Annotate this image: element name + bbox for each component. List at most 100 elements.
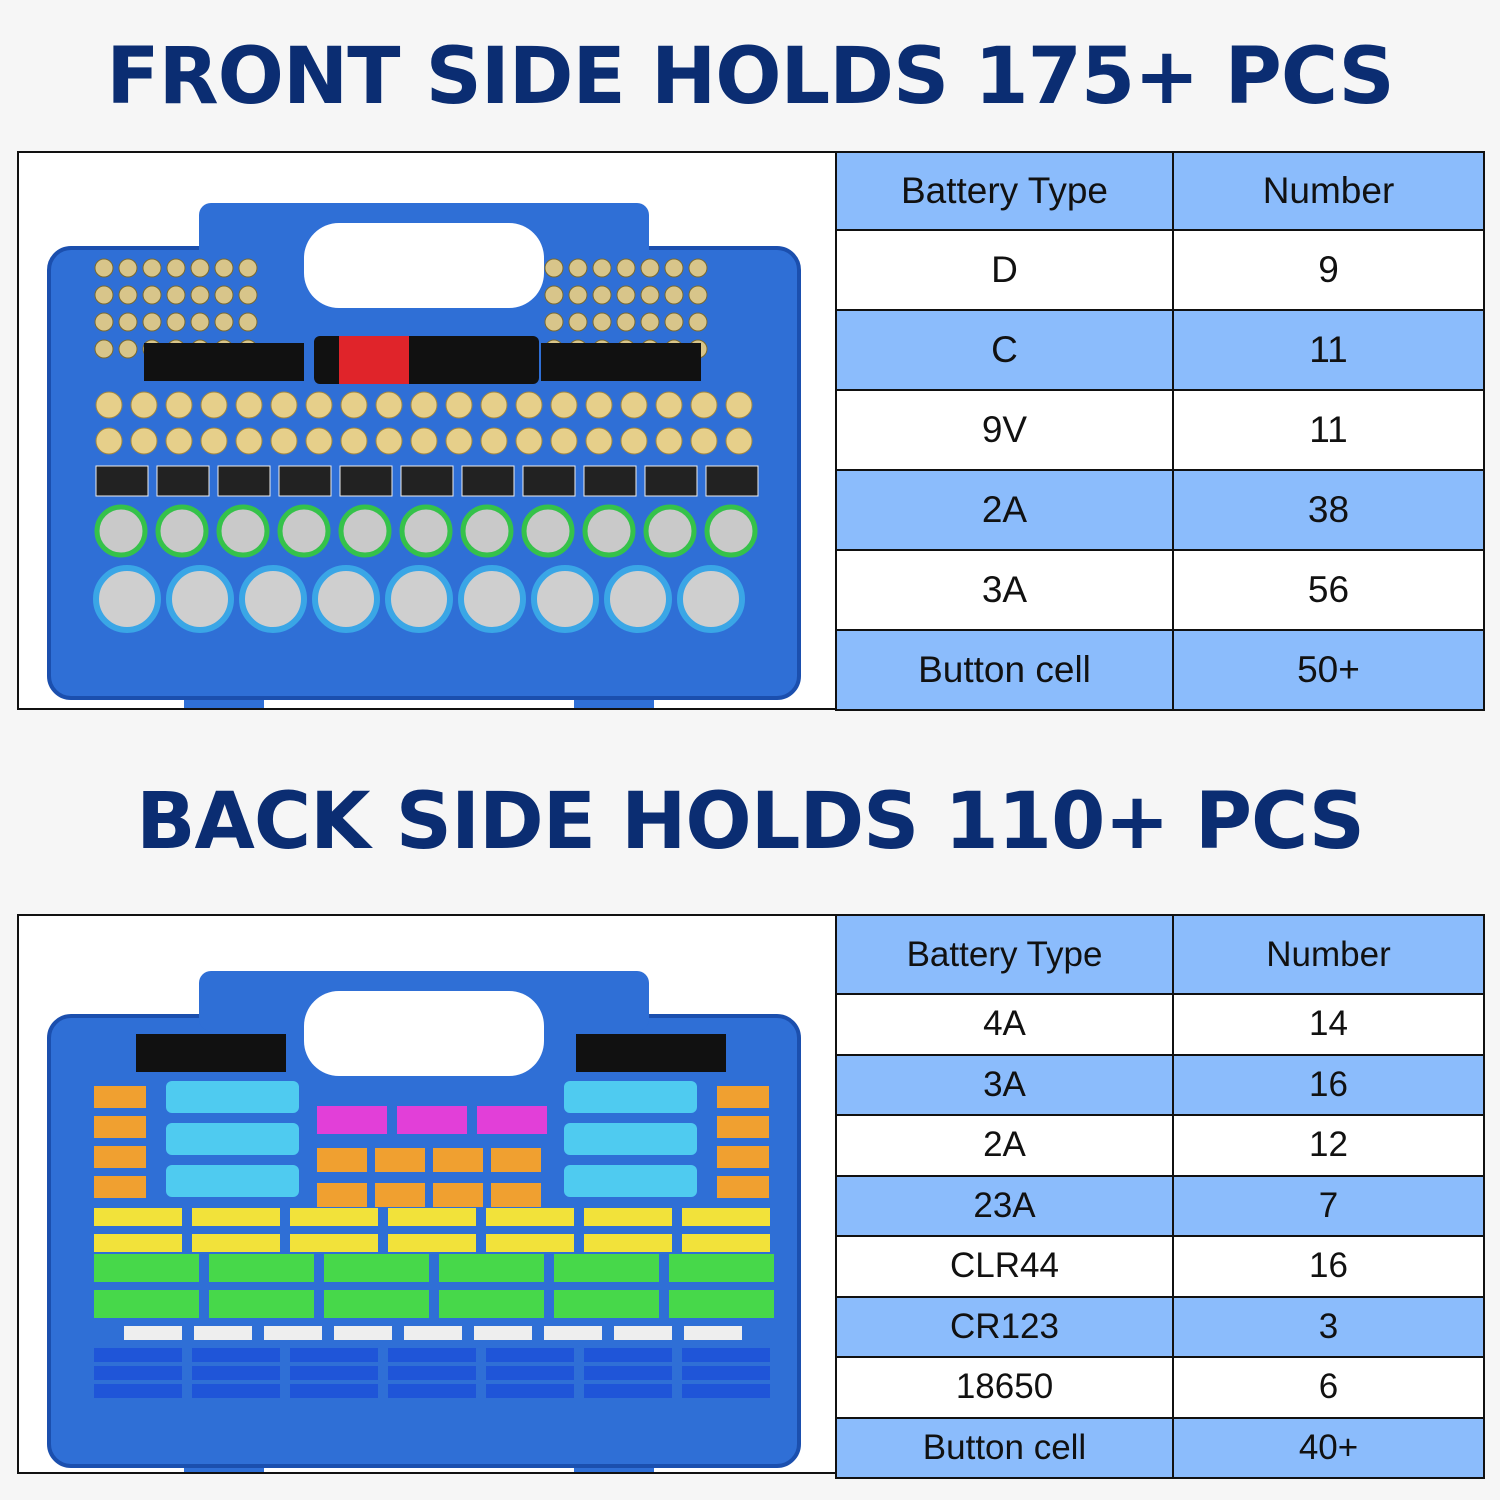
clr44-cell: [124, 1326, 182, 1340]
aaa-cell: [544, 258, 564, 278]
d-cell: [93, 565, 161, 633]
c-cell: [277, 504, 331, 558]
battery-type-cell: 9V: [835, 389, 1174, 471]
d-cell: [677, 565, 745, 633]
header-number: Number: [1172, 914, 1485, 995]
table-row: CLR44 16: [835, 1235, 1485, 1298]
aaa-cell: [388, 1384, 476, 1398]
battery-type-cell: 3A: [835, 1053, 1174, 1116]
back-panel: Battery Type Number 4A 14 3A 16 2A 12 23A 7 CLR44…: [17, 914, 1485, 1480]
table-row: 2A 38: [835, 469, 1485, 551]
18650-cell: [564, 1081, 697, 1113]
aaaa-cell: [192, 1234, 280, 1252]
table-row: 2A 12: [835, 1114, 1485, 1177]
aaa-cell: [592, 258, 612, 278]
c-cell: [582, 504, 636, 558]
aa-cell: [480, 427, 508, 455]
table-row: 3A 16: [835, 1053, 1485, 1116]
aaa-cell: [142, 258, 162, 278]
aaa-cell: [118, 312, 138, 332]
aa-cell: [324, 1254, 429, 1282]
aa-cell: [235, 391, 263, 419]
aaa-cell: [584, 1348, 672, 1362]
table-row: Button cell 40+: [835, 1416, 1485, 1479]
battery-type-cell: Button cell: [835, 629, 1174, 711]
header-number: Number: [1172, 151, 1485, 231]
aa-cell: [410, 427, 438, 455]
aa-cell: [620, 391, 648, 419]
9v-cell: [339, 465, 393, 497]
aaa-cell: [616, 285, 636, 305]
cr123-cell: [491, 1183, 541, 1207]
aa-cell: [130, 391, 158, 419]
9v-cell: [461, 465, 515, 497]
clr44-cell: [614, 1326, 672, 1340]
aaa-cell: [544, 312, 564, 332]
aaa-cell: [616, 258, 636, 278]
aaa-cell: [192, 1384, 280, 1398]
aaa-cell: [584, 1384, 672, 1398]
aaa-cell: [118, 285, 138, 305]
battery-type-cell: C: [835, 309, 1174, 391]
front-panel: Battery Type Number D 9 C 11 9V 11 2A 38 3A 56 Butt…: [17, 151, 1485, 712]
battery-type-cell: Button cell: [835, 1416, 1174, 1479]
aa-cell: [305, 391, 333, 419]
cr123-cell: [94, 1176, 146, 1198]
aaa-cell: [94, 258, 114, 278]
aaa-cell: [94, 339, 114, 359]
aaa-cell: [688, 285, 708, 305]
aaa-cell: [592, 312, 612, 332]
aaa-cell: [214, 285, 234, 305]
aaaa-cell: [388, 1234, 476, 1252]
c-cell: [704, 504, 758, 558]
aa-cell: [445, 427, 473, 455]
c-cell: [155, 504, 209, 558]
aa-cell: [270, 391, 298, 419]
battery-type-cell: CLR44: [835, 1235, 1174, 1298]
aaaa-cell: [486, 1234, 574, 1252]
cr123-cell: [94, 1116, 146, 1138]
front-title: FRONT SIDE HOLDS 175+ PCS: [106, 32, 1394, 122]
aaa-cell: [238, 258, 258, 278]
18650-cell: [166, 1081, 299, 1113]
aaa-cell: [166, 312, 186, 332]
aaa-cell: [568, 285, 588, 305]
aa-cell: [554, 1290, 659, 1318]
aa-cell: [515, 391, 543, 419]
header-battery-type: Battery Type: [835, 151, 1174, 231]
aaa-cell: [688, 312, 708, 332]
aa-cell: [340, 427, 368, 455]
d-cell: [239, 565, 307, 633]
aaa-cell: [118, 258, 138, 278]
aa-cell: [209, 1290, 314, 1318]
aa-cell: [690, 427, 718, 455]
aaaa-cell: [94, 1208, 182, 1226]
aaa-cell: [142, 312, 162, 332]
c-cell: [216, 504, 270, 558]
aaaa-cell: [290, 1234, 378, 1252]
aa-cell: [200, 391, 228, 419]
aaaa-cell: [192, 1208, 280, 1226]
18650-cell: [166, 1123, 299, 1155]
c-cell: [643, 504, 697, 558]
battery-type-cell: 2A: [835, 469, 1174, 551]
cr123-cell: [94, 1086, 146, 1108]
23a-cell: [317, 1106, 387, 1134]
9v-cell: [400, 465, 454, 497]
9v-cell: [583, 465, 637, 497]
button-cell-slot: [541, 343, 701, 381]
aa-cell: [305, 427, 333, 455]
battery-number-cell: 56: [1172, 549, 1485, 631]
battery-number-cell: 9: [1172, 229, 1485, 311]
back-battery-table: Battery Type Number 4A 14 3A 16 2A 12 23A 7 CLR44…: [835, 914, 1485, 1479]
aaaa-cell: [486, 1208, 574, 1226]
aa-cell: [439, 1254, 544, 1282]
aa-cell: [94, 1290, 199, 1318]
aaa-cell: [584, 1366, 672, 1380]
aa-cell: [550, 391, 578, 419]
c-cell: [460, 504, 514, 558]
9v-cell: [644, 465, 698, 497]
battery-type-cell: CR123: [835, 1295, 1174, 1358]
table-row: 4A 14: [835, 993, 1485, 1056]
aaa-cell: [214, 258, 234, 278]
